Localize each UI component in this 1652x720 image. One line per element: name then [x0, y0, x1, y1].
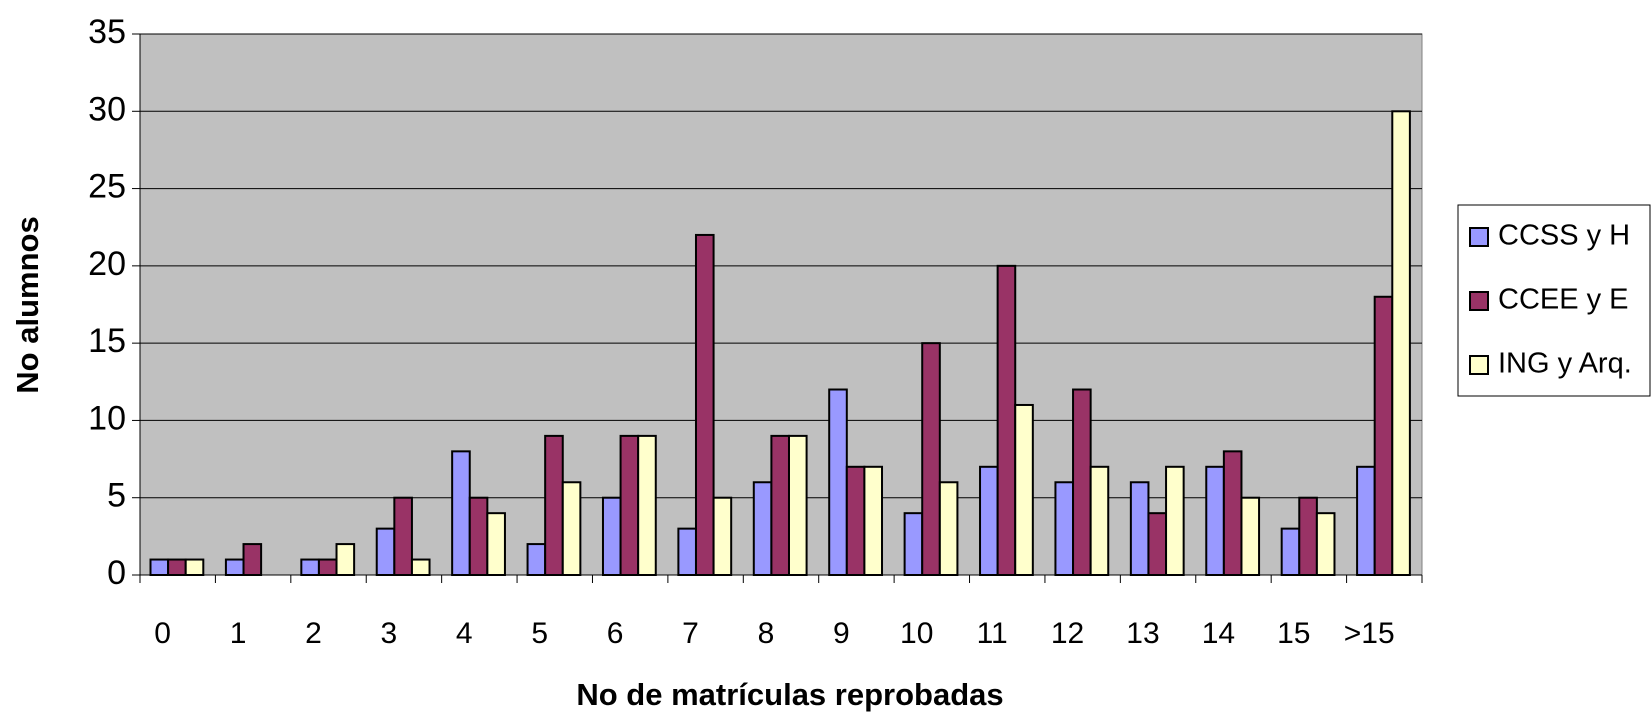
x-tick-label: 13: [1126, 617, 1159, 650]
bar: [1391, 110, 1411, 577]
bar: [224, 558, 245, 576]
bar: [1072, 388, 1092, 576]
bar: [184, 558, 205, 576]
legend-label: CCSS y H: [1498, 220, 1630, 252]
bar: [1373, 295, 1394, 576]
bar: [921, 342, 941, 576]
x-axis-title: No de matrículas reprobadas: [576, 677, 1003, 712]
bar: [1315, 512, 1336, 577]
bar: [1222, 450, 1243, 577]
x-tick-label: 1: [230, 617, 247, 650]
legend: [1457, 204, 1651, 397]
bar: [393, 496, 413, 577]
y-tick-label: 0: [107, 554, 126, 592]
x-tick-label: 8: [758, 617, 775, 650]
bar: [1014, 403, 1034, 576]
y-tick-label: 15: [88, 322, 126, 360]
bar: [712, 496, 733, 577]
x-tick-label: 9: [833, 617, 850, 650]
legend-swatch: [1469, 227, 1489, 247]
bar: [1165, 465, 1185, 576]
y-tick-label: 5: [107, 477, 126, 515]
x-tick-label: 5: [531, 617, 548, 650]
y-tick-label: 30: [88, 90, 126, 128]
bar: [637, 434, 657, 576]
legend-label: CCEE y E: [1498, 284, 1629, 316]
x-tick-label: >15: [1344, 617, 1395, 650]
bar: [770, 434, 790, 576]
bar: [1280, 527, 1301, 577]
x-tick-label: 12: [1051, 617, 1084, 650]
bar: [1054, 481, 1075, 576]
bar: [996, 264, 1017, 576]
bar: [694, 233, 715, 576]
bar: [1129, 481, 1150, 576]
bar: [845, 465, 866, 576]
y-tick-label: 25: [88, 168, 126, 206]
bar: [903, 512, 924, 577]
bar: [828, 388, 848, 576]
y-tick-label: 35: [88, 13, 126, 51]
x-tick-label: 3: [381, 617, 398, 650]
x-tick-label: 4: [456, 617, 473, 650]
bar: [317, 558, 338, 576]
bar: [1147, 512, 1168, 577]
bar: [979, 465, 999, 576]
legend-label: ING y Arq.: [1498, 348, 1632, 380]
bar: [677, 527, 697, 577]
x-tick-label: 7: [682, 617, 699, 650]
x-tick-label: 15: [1277, 617, 1310, 650]
x-tick-label: 6: [607, 617, 624, 650]
bar: [601, 496, 622, 577]
bar: [752, 481, 773, 576]
bar: [1298, 496, 1318, 577]
y-tick-label: 10: [88, 399, 126, 437]
bar: [410, 558, 431, 576]
legend-swatch: [1469, 355, 1489, 375]
bar: [544, 434, 564, 576]
y-tick-label: 20: [88, 245, 126, 283]
bar: [1205, 465, 1225, 576]
bar: [561, 481, 582, 576]
bar: [375, 527, 396, 577]
bar: [1240, 496, 1261, 577]
bar: [486, 512, 506, 577]
bar: [451, 450, 471, 577]
x-tick-label: 14: [1202, 617, 1235, 650]
x-tick-label: 0: [154, 617, 171, 650]
bar: [167, 558, 187, 576]
y-axis-title: No alumnos: [10, 216, 45, 393]
bar: [242, 543, 263, 576]
bar: [787, 434, 808, 576]
legend-swatch: [1469, 291, 1489, 311]
bar: [1089, 465, 1110, 576]
bar: [938, 481, 959, 576]
bar: [526, 543, 547, 576]
x-tick-label: 10: [900, 617, 933, 650]
bar: [335, 543, 356, 576]
bar: [300, 558, 320, 576]
bar: [619, 434, 640, 576]
bar: [863, 465, 884, 576]
x-tick-label: 2: [305, 617, 322, 650]
bar: [1356, 465, 1376, 576]
bar: [468, 496, 489, 577]
x-tick-label: 11: [977, 617, 1008, 650]
bar: [149, 558, 170, 576]
